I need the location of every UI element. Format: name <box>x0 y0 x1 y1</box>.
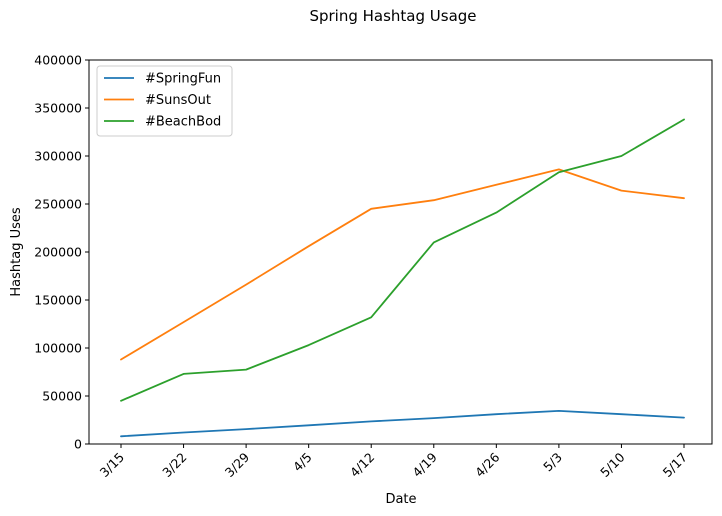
x-tick-label: 3/22 <box>159 450 189 480</box>
series-line-beachbod <box>120 118 685 402</box>
y-tick-label: 150000 <box>34 293 82 308</box>
series-line-springfun <box>120 409 685 438</box>
y-tick-label: 350000 <box>34 101 82 116</box>
y-tick-label: 400000 <box>34 53 82 68</box>
x-axis-label: Date <box>385 492 416 507</box>
x-axis: 3/15 3/22 3/29 4/5 4/12 4/19 4/26 5/3 5/10 5/17 <box>97 444 690 480</box>
y-tick-label: 100000 <box>34 341 82 356</box>
chart-title: Spring Hashtag Usage <box>309 7 476 25</box>
x-tick-label: 5/10 <box>597 449 627 479</box>
legend-box <box>96 65 233 137</box>
legend: #SpringFun #SunsOut #BeachBod <box>96 65 233 137</box>
x-tick-label: 3/29 <box>222 449 252 479</box>
y-axis-label: Hashtag Uses <box>9 207 24 296</box>
legend-label: #SunsOut <box>145 93 211 108</box>
x-tick-label: 4/19 <box>409 449 439 479</box>
legend-label: #BeachBod <box>145 115 221 130</box>
y-tick-label: 300000 <box>34 149 82 164</box>
x-tick-label: 3/15 <box>97 450 127 480</box>
y-tick-label: 50000 <box>42 389 82 404</box>
legend-label: #SpringFun <box>145 72 221 87</box>
x-tick-label: 5/17 <box>660 450 690 480</box>
series-lines <box>120 118 685 438</box>
y-tick-label: 250000 <box>34 197 82 212</box>
y-axis: 0 50000 100000 150000 200000 250000 300000 3500… <box>34 53 89 452</box>
x-tick-label: 5/3 <box>540 450 565 475</box>
y-tick-label: 0 <box>74 437 82 452</box>
x-tick-label: 4/26 <box>472 449 502 479</box>
y-tick-label: 200000 <box>34 245 82 260</box>
x-tick-label: 4/12 <box>347 450 377 480</box>
x-tick-label: 4/5 <box>290 450 315 475</box>
series-line-sunsout <box>120 168 685 361</box>
